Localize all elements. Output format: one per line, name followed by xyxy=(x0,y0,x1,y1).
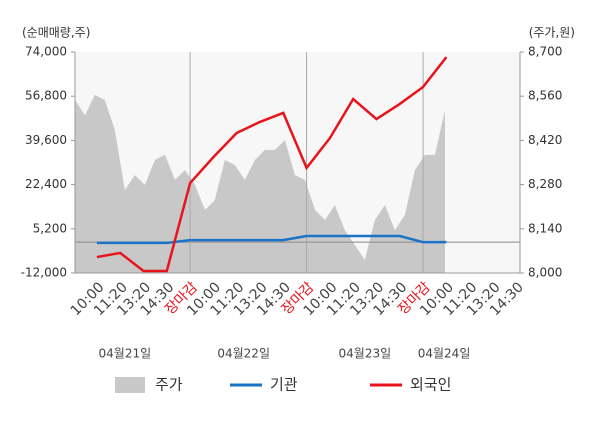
price-area xyxy=(75,94,445,274)
y-tick-label: 39,600 xyxy=(25,133,67,147)
y2-axis-label: (주가,원) xyxy=(529,26,575,40)
date-label: 04월22일 xyxy=(217,347,270,361)
legend-swatch xyxy=(115,377,145,393)
y2-tick-label: 8,700 xyxy=(528,45,562,59)
y-tick-label: 56,800 xyxy=(25,89,67,103)
y-tick-label: 5,200 xyxy=(33,221,67,235)
date-label: 04월23일 xyxy=(339,347,392,361)
y2-tick-label: 8,420 xyxy=(528,133,562,147)
y-tick-label: 74,000 xyxy=(25,45,67,59)
legend-label: 기관 xyxy=(270,376,298,394)
legend-label: 주가 xyxy=(155,376,183,394)
legend-label: 외국인 xyxy=(410,376,451,394)
y2-tick-label: 8,280 xyxy=(528,177,562,191)
y2-tick-label: 8,140 xyxy=(528,221,562,235)
date-label: 04월21일 xyxy=(99,347,152,361)
series-line xyxy=(96,56,448,273)
y-tick-label: 22,400 xyxy=(25,177,67,191)
date-label: 04월24일 xyxy=(418,347,471,361)
y-tick-label: -12,000 xyxy=(21,266,67,280)
y2-tick-label: 8,000 xyxy=(528,266,562,280)
series-line xyxy=(96,234,447,245)
y2-tick-label: 8,560 xyxy=(528,89,562,103)
y-axis-label: (순매매량,주) xyxy=(22,26,90,40)
